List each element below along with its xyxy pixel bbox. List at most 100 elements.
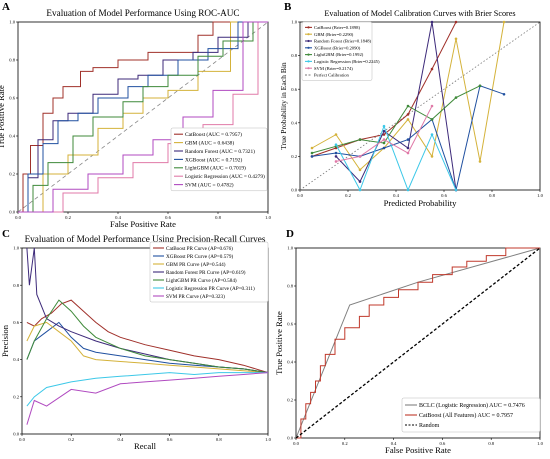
x-tick-label: 0.0 [297, 193, 303, 198]
y-tick-label: 0.8 [9, 58, 15, 63]
x-tick-label: 0.8 [488, 441, 494, 446]
legend-box [301, 21, 373, 81]
y-tick-label: 1.0 [13, 246, 19, 251]
calibration-point [430, 20, 434, 24]
calibration-point [382, 138, 386, 141]
y-tick-label: 0.8 [287, 284, 293, 289]
y-tick-label: 0.6 [13, 320, 19, 325]
x-tick-label: 1.0 [265, 437, 271, 442]
series-line [26, 321, 269, 374]
legend-marker [307, 46, 310, 49]
legend-entry: SVM (AUC = 0.4782) [185, 181, 234, 188]
series-line [26, 321, 269, 374]
legend: CatBoost (Brier=0.1898) GBM (Brier=0.2290… [301, 21, 380, 81]
series-line [18, 21, 268, 213]
series-line [18, 21, 268, 213]
legend-marker [307, 60, 310, 63]
y-tick-label: 1.0 [9, 20, 15, 25]
legend-entry: Logistic Regression PR Curve (AP=0.311) [166, 285, 255, 292]
y-tick-label: 0.8 [291, 53, 297, 58]
calibration-point [358, 155, 362, 158]
reference-diagonal [17, 21, 269, 213]
legend-entry: Random [419, 423, 440, 429]
calibration-point [502, 20, 506, 24]
calibration-point [310, 151, 314, 155]
y-axis-label: True Probability in Each Bin [279, 62, 288, 150]
chart-title: Evaluation of Model Performance Using Pr… [25, 234, 266, 244]
calibration-point [430, 67, 434, 71]
series-line [18, 21, 268, 213]
panel-letter-a: A [2, 1, 10, 13]
y-tick-label: 0.2 [287, 398, 293, 403]
legend-marker [307, 26, 310, 29]
calibration-point [310, 155, 314, 158]
calibration-point [406, 151, 410, 155]
legend-entry: LightGBM PR Curve (AP=0.584) [166, 277, 237, 284]
panel-letter-c: C [2, 228, 10, 240]
legend-entry: XGBoost (AUC = 0.7192) [185, 156, 242, 163]
legend: CatBoost PR Curve (AP=0.676)XGBoost PR C… [149, 241, 269, 303]
x-tick-label: 0.2 [68, 437, 74, 442]
x-tick-label: 1.0 [537, 441, 543, 446]
calibration-point [334, 160, 338, 163]
panel-letter-b: B [284, 1, 292, 13]
calibration-point [430, 155, 434, 158]
x-tick-label: 0.2 [342, 441, 348, 446]
x-axis-label: False Positive Rate [385, 445, 451, 455]
series-line [295, 247, 541, 439]
calibration-point [406, 118, 410, 121]
x-tick-label: 0.6 [167, 437, 173, 442]
x-tick-label: 0.0 [19, 437, 25, 442]
calibration-point [478, 84, 482, 88]
series-line [26, 372, 268, 407]
legend-entry: SVM (Brier=0.2174) [314, 66, 353, 71]
y-axis-label: Precision [0, 324, 10, 357]
y-tick-label: 0.0 [9, 210, 15, 215]
calibration-point [430, 104, 434, 108]
y-tick-label: 1.0 [287, 246, 293, 251]
legend-entry: Random Forest (Brier=0.1848) [314, 39, 372, 44]
calibration-point [334, 155, 338, 158]
legend-marker [307, 33, 310, 36]
series-line [26, 372, 269, 425]
y-tick-label: 0.4 [9, 134, 15, 139]
series-line [18, 21, 268, 213]
calibration-point [454, 20, 458, 24]
calibration-point [358, 138, 362, 141]
calibration-point [454, 37, 458, 41]
y-axis-label: True Positive Rate [0, 85, 6, 149]
series-line [18, 21, 268, 213]
plot-frame [299, 21, 541, 191]
y-tick-label: 0.2 [291, 154, 297, 159]
plot-frame [295, 247, 541, 439]
calibration-point [478, 160, 482, 163]
calibration-point [358, 180, 362, 183]
plot-frame [17, 21, 269, 213]
calibration-point [358, 188, 362, 192]
x-axis-label: Recall [134, 441, 157, 451]
x-tick-label: 0.2 [65, 215, 71, 220]
calibration-point [454, 96, 458, 99]
panel-c: C Evaluation of Model Performance Using P… [0, 228, 272, 451]
calibration-point [430, 133, 434, 136]
legend-marker [307, 67, 310, 70]
series-line [18, 21, 268, 213]
x-tick-label: 0.6 [165, 215, 171, 220]
x-tick-label: 0.0 [15, 215, 21, 220]
legend-marker [307, 53, 310, 56]
y-tick-label: 0.0 [13, 432, 19, 437]
calibration-point [382, 146, 386, 150]
legend-entry: SVM PR Curve (AP=0.323) [166, 293, 225, 300]
y-axis-label: True Positive Rate [274, 311, 284, 375]
legend: BCLC (Logistic Regression) AUC = 0.7476 C… [401, 397, 541, 433]
legend-entry: Random Forest PR Curve (AP=0.619) [166, 269, 246, 276]
legend-entry: LightGBM (AUC = 0.7019) [185, 165, 246, 172]
calibration-point [502, 92, 506, 96]
chart-title: Evaluation of Model Performance Using RO… [46, 8, 239, 18]
legend-entry: GBM PR Curve (AP=0.544) [166, 261, 226, 268]
plot-frame [21, 247, 269, 435]
series-line [296, 247, 540, 439]
y-tick-label: 0.4 [13, 357, 19, 362]
x-axis-label: False Positive Rate [110, 219, 176, 229]
series-line [335, 21, 457, 191]
